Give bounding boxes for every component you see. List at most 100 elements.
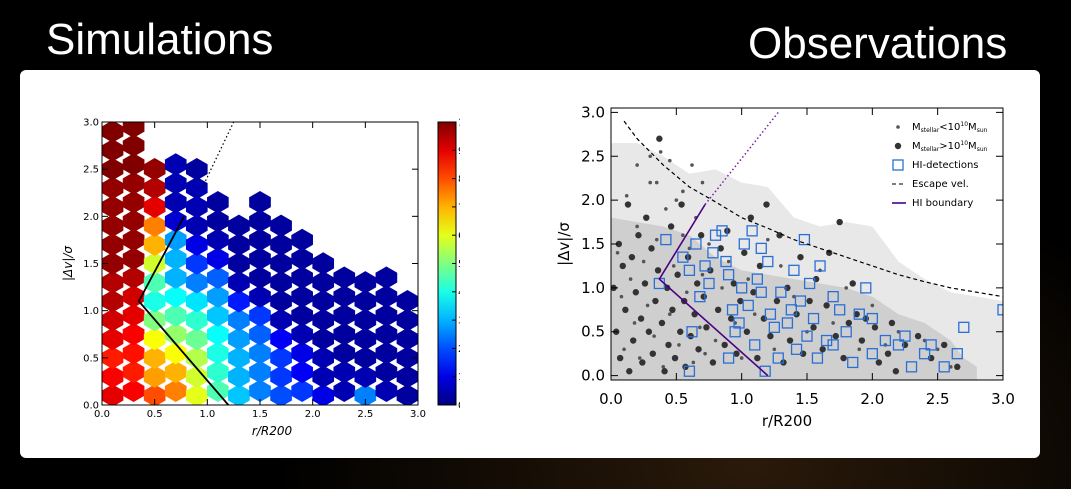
x-tick-label: 0.5	[147, 409, 163, 420]
hexbin-cell	[291, 379, 313, 403]
hi-detection-marker	[840, 326, 852, 338]
legend-entry-label: Mstellar<1010Msun	[912, 121, 988, 134]
hexbin-cell	[228, 290, 250, 313]
high-mass-galaxy-point	[888, 319, 896, 327]
hexbin-cell	[312, 271, 335, 294]
high-mass-galaxy-point	[786, 337, 794, 344]
colorbar-tick-label: 90	[458, 146, 460, 157]
high-mass-galaxy-point	[658, 319, 666, 327]
hi-detection-marker	[742, 299, 754, 312]
hexbin-cell	[122, 134, 145, 157]
low-mass-galaxy-point	[698, 325, 702, 330]
high-mass-galaxy-point	[743, 328, 751, 335]
hexbin-cell	[207, 323, 229, 346]
low-mass-galaxy-point	[681, 233, 685, 238]
hexbin-cell	[228, 327, 250, 351]
high-mass-galaxy-point	[677, 328, 684, 335]
hexbin-cell	[270, 327, 292, 351]
hi-detection-marker	[694, 290, 706, 303]
high-mass-galaxy-point	[858, 337, 866, 344]
high-mass-galaxy-point	[626, 368, 633, 375]
low-mass-galaxy-point	[668, 312, 672, 316]
hexbin-cell	[249, 323, 271, 346]
legend-entry-label: Escape vel.	[912, 179, 969, 190]
low-mass-galaxy-point	[654, 180, 659, 185]
hi-detection-marker	[918, 348, 931, 360]
low-mass-galaxy-point	[857, 347, 862, 352]
hexbin-cell	[270, 384, 292, 405]
legend: Mstellar<1010MsunMstellar>1010MsunHI-det…	[892, 121, 988, 209]
high-mass-galaxy-point	[853, 310, 860, 318]
hi-detection-marker	[733, 317, 745, 329]
hexbin-cell	[312, 346, 335, 370]
hi-detection-marker	[905, 361, 918, 373]
low-mass-galaxy-point	[635, 163, 639, 167]
hexbin-cell	[122, 122, 145, 138]
low-mass-galaxy-point	[615, 250, 620, 255]
high-mass-galaxy-point	[665, 341, 672, 349]
legend-subscript: stellar	[921, 127, 940, 134]
hexbin-cell	[207, 209, 229, 233]
low-mass-galaxy-point	[624, 193, 629, 198]
hexbin-cell	[249, 209, 271, 233]
high-mass-galaxy-point	[700, 293, 707, 300]
high-mass-galaxy-point	[645, 328, 653, 335]
hexbin-cell	[122, 247, 145, 270]
hexbin-cell	[291, 266, 313, 289]
hexbin-cell	[228, 271, 250, 294]
hexbin-cell	[375, 304, 398, 327]
low-mass-galaxy-point	[831, 321, 835, 325]
hexbin-cell	[207, 228, 229, 252]
low-mass-galaxy-point	[681, 189, 685, 194]
high-mass-galaxy-point	[630, 337, 637, 344]
hexbin-cell	[102, 233, 124, 256]
legend-text: >10	[939, 141, 960, 152]
hexbin-cell	[249, 285, 271, 308]
high-mass-galaxy-point	[661, 368, 668, 375]
hi-detection-marker	[785, 304, 797, 316]
hexbin-cell	[270, 365, 292, 388]
hi-detection-marker	[707, 247, 719, 259]
high-mass-galaxy-point	[832, 332, 839, 340]
hexbin-cell	[185, 233, 208, 256]
high-mass-galaxy-point	[695, 346, 702, 353]
hexbin-cell	[102, 271, 124, 294]
low-mass-galaxy-point	[658, 150, 663, 154]
high-mass-galaxy-point	[721, 341, 728, 349]
hi-detection-marker	[788, 264, 800, 276]
hexbin-cell	[102, 327, 124, 351]
hi-detection-marker	[879, 334, 892, 347]
low-mass-galaxy-point	[772, 347, 777, 352]
legend-text: <10	[939, 122, 960, 133]
hexbin-cell	[375, 285, 398, 308]
high-mass-galaxy-point	[871, 324, 879, 331]
hexbin-cell	[185, 252, 208, 275]
hexbin-cell	[396, 290, 418, 313]
hexbin-cells	[102, 122, 418, 405]
high-mass-galaxy-point	[767, 332, 774, 340]
hexbin-cell	[109, 122, 116, 124]
x-tick-label: 0.0	[599, 390, 623, 408]
hexbin-cell	[143, 346, 166, 370]
low-mass-galaxy-point	[844, 286, 848, 290]
low-mass-galaxy-point	[619, 294, 624, 299]
hexbin-cell	[249, 247, 271, 270]
high-mass-galaxy-point	[616, 354, 624, 362]
hi-detection-marker	[722, 269, 735, 281]
high-mass-galaxy-point	[632, 289, 640, 296]
high-mass-galaxy-point	[669, 306, 676, 314]
hexbin-cell	[270, 308, 292, 332]
high-mass-galaxy-point	[954, 363, 961, 371]
high-mass-galaxy-point	[754, 354, 761, 362]
hexbin-cell	[164, 266, 187, 289]
high-mass-galaxy-point	[678, 201, 685, 208]
hexbin-cell	[185, 157, 208, 181]
hexbin-cell	[122, 190, 145, 214]
hexbin-cell	[207, 247, 229, 270]
hi-detection-marker	[703, 277, 715, 290]
high-mass-galaxy-point	[703, 324, 710, 331]
hexbin-cell	[207, 304, 229, 327]
hexbin-cell	[207, 341, 229, 365]
high-mass-galaxy-point	[797, 253, 804, 261]
hexbin-cell	[333, 360, 356, 384]
